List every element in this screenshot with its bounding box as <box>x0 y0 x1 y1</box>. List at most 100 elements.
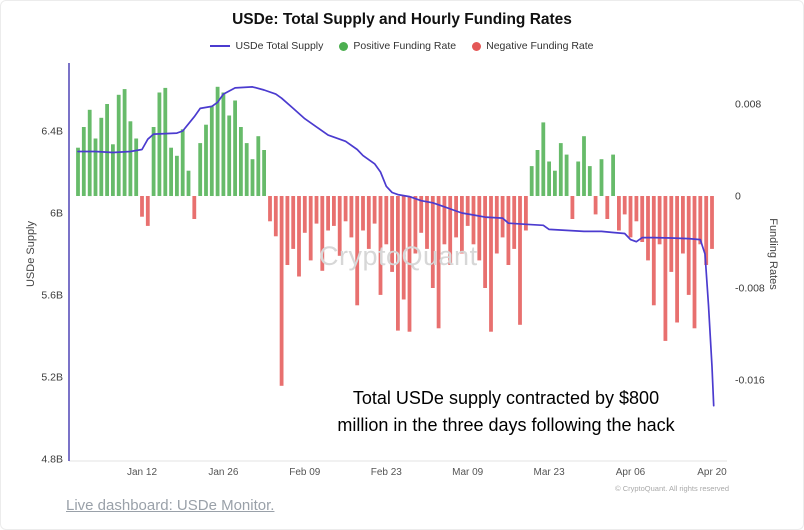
left-axis-title: USDe Supply <box>25 220 37 288</box>
legend: USDe Total Supply Positive Funding Rate … <box>1 40 803 52</box>
negative-funding-bar <box>657 196 662 245</box>
dashboard-link[interactable]: Live dashboard: USDe Monitor. <box>66 497 275 514</box>
negative-funding-bar <box>378 196 383 295</box>
negative-funding-bar <box>343 196 348 222</box>
positive-dot <box>339 41 349 51</box>
negative-funding-bar <box>640 196 645 242</box>
positive-funding-bar <box>180 129 185 196</box>
negative-funding-bar <box>302 196 307 233</box>
positive-funding-bar <box>233 100 237 196</box>
legend-item-supply: USDe Total Supply <box>210 40 323 52</box>
negative-funding-bar <box>489 196 493 332</box>
left-tick-label: 6.4B <box>41 126 63 138</box>
negative-dot <box>472 41 482 51</box>
negative-funding-bar <box>704 196 709 265</box>
negative-funding-bar <box>518 196 522 325</box>
positive-funding-bar <box>564 154 569 196</box>
negative-funding-bar <box>314 196 319 224</box>
negative-funding-bar <box>460 196 464 254</box>
negative-funding-bar <box>413 196 418 254</box>
positive-funding-bar <box>122 89 127 196</box>
positive-funding-bar <box>558 143 563 196</box>
negative-funding-bar <box>471 196 476 245</box>
negative-funding-bar <box>448 196 453 265</box>
negative-funding-bar <box>442 196 447 245</box>
negative-funding-bar <box>361 196 365 231</box>
positive-funding-bar <box>582 136 586 196</box>
positive-funding-bar <box>204 124 208 196</box>
negative-funding-bar <box>628 196 633 238</box>
negative-funding-bar <box>692 196 697 329</box>
annotation-line-2: million in the three days following the … <box>337 415 675 435</box>
negative-funding-bar <box>320 196 325 271</box>
positive-funding-bar <box>198 143 203 196</box>
negative-funding-bar <box>419 196 424 233</box>
supply-line <box>77 86 715 407</box>
negative-funding-bar <box>366 196 371 249</box>
negative-funding-bar <box>192 196 197 219</box>
positive-funding-bar <box>221 92 226 196</box>
positive-funding-bar <box>239 127 243 196</box>
negative-funding-bar <box>646 196 650 261</box>
positive-funding-bar <box>256 136 261 196</box>
x-tick-label: Mar 23 <box>534 467 566 478</box>
negative-funding-bar <box>407 196 412 332</box>
right-tick-label: 0 <box>735 191 741 203</box>
legend-item-positive: Positive Funding Rate <box>339 40 456 52</box>
negative-funding-bar <box>710 196 714 249</box>
positive-funding-bar <box>99 117 104 196</box>
chart-title: USDe: Total Supply and Hourly Funding Ra… <box>232 11 572 28</box>
negative-funding-bar <box>279 196 284 386</box>
right-tick-label: 0.008 <box>735 99 761 111</box>
legend-label-negative: Negative Funding Rate <box>486 40 594 52</box>
negative-funding-bar <box>675 196 679 323</box>
positive-funding-bar <box>599 159 604 196</box>
negative-funding-bar <box>454 196 458 238</box>
negative-funding-bar <box>326 196 330 231</box>
positive-funding-bar <box>87 109 92 197</box>
x-tick-label: Apr 20 <box>697 467 727 478</box>
negative-funding-bar <box>436 196 441 329</box>
negative-funding-bar <box>396 196 400 331</box>
positive-funding-bar <box>547 161 551 196</box>
negative-funding-bar <box>500 196 505 238</box>
negative-funding-bar <box>651 196 656 306</box>
supply-line-swatch <box>210 45 231 47</box>
x-tick-label: Jan 12 <box>127 467 157 478</box>
legend-label-positive: Positive Funding Rate <box>353 40 457 52</box>
x-tick-label: Apr 06 <box>616 467 646 478</box>
negative-funding-bar <box>494 196 499 254</box>
negative-funding-bar <box>512 196 517 249</box>
positive-funding-bar <box>262 150 266 196</box>
left-tick-label: 5.6B <box>41 290 63 302</box>
positive-funding-bar <box>186 170 191 196</box>
negative-funding-bar <box>145 196 150 226</box>
negative-funding-bar <box>483 196 487 288</box>
annotation: Total USDe supply contracted by $800 mil… <box>286 385 726 439</box>
copyright: © CryptoQuant. All rights reserved <box>615 484 729 493</box>
positive-funding-bar <box>215 86 220 197</box>
positive-funding-bar <box>93 138 98 196</box>
negative-funding-bar <box>355 196 360 306</box>
positive-funding-bar <box>227 115 232 196</box>
negative-funding-bar <box>337 196 342 256</box>
negative-funding-bar <box>297 196 301 277</box>
negative-funding-bar <box>634 196 639 222</box>
funding-bars <box>76 86 714 386</box>
negative-funding-bar <box>425 196 429 249</box>
annotation-line-1: Total USDe supply contracted by $800 <box>352 388 660 408</box>
negative-funding-bar <box>332 196 336 226</box>
positive-funding-bar <box>128 121 133 197</box>
positive-funding-bar <box>587 166 592 196</box>
left-tick-label: 6B <box>50 208 63 220</box>
negative-funding-bar <box>273 196 278 237</box>
negative-funding-bar <box>524 196 528 231</box>
positive-funding-bar <box>535 150 540 196</box>
negative-funding-bar <box>686 196 691 295</box>
positive-funding-bar <box>116 94 121 196</box>
legend-item-negative: Negative Funding Rate <box>472 40 594 52</box>
positive-funding-bar <box>244 143 249 196</box>
positive-funding-bar <box>175 155 179 197</box>
